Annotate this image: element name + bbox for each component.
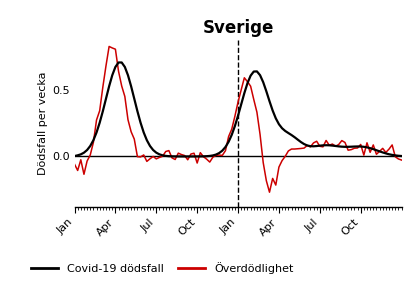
Y-axis label: Dödsfall per vecka: Dödsfall per vecka <box>38 72 48 175</box>
Title: Sverige: Sverige <box>202 19 273 37</box>
Legend: Covid-19 dödsfall, Överdödlighet: Covid-19 dödsfall, Överdödlighet <box>26 258 297 279</box>
